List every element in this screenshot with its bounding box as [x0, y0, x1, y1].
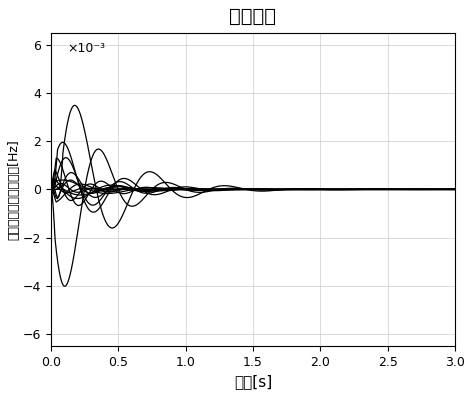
Y-axis label: 各発電機の周波数変動[Hz]: 各発電機の周波数変動[Hz]	[7, 139, 20, 240]
Title: 制御なし: 制御なし	[229, 7, 277, 26]
X-axis label: 時間[s]: 時間[s]	[234, 374, 272, 389]
Text: ×10⁻³: ×10⁻³	[67, 42, 105, 55]
